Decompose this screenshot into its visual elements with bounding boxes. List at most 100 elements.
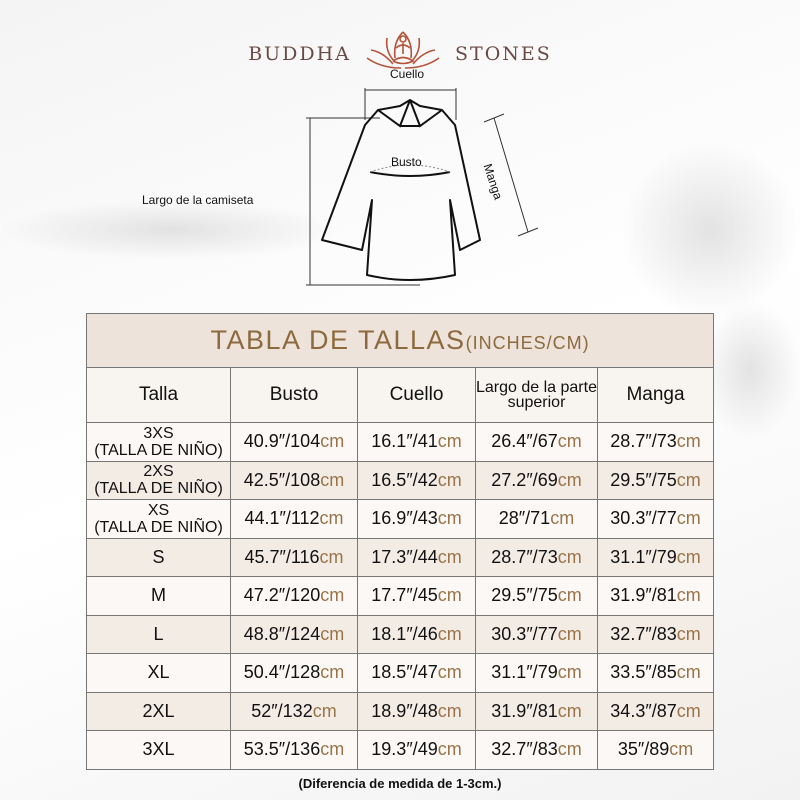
measure-cell: 18.1″/46cm [357,614,476,654]
unit-label: cm [676,431,701,452]
unit-label: cm [437,508,462,529]
unit-label: cm [676,700,701,721]
measure-cell: 18.9″/48cm [357,691,476,731]
measurement-note: (Diferencia de medida de 1-3cm.) [298,776,502,791]
unit-label: cm [320,585,345,606]
unit-label: cm [437,469,462,490]
unit-label: cm [557,469,582,490]
measure-cell: 31.9″/81cm [596,576,715,616]
brand-left: BUDDHA [248,42,351,65]
measure-cell: 17.7″/45cm [357,576,476,616]
shirt-diagram [306,88,539,286]
measure-cell: 40.9″/104cm [230,422,358,462]
measure-cell: 16.9″/43cm [357,499,476,539]
measure-cell: 44.1″/112cm [230,499,358,539]
header-size: Talla [86,367,231,423]
measure-cell: 32.7″/83cm [475,730,598,770]
measure-cell: 18.5″/47cm [357,653,476,693]
measure-cell: 31.9″/81cm [475,691,598,731]
header-top-length: Largo de la parte superior [475,367,598,423]
unit-label: cm [437,585,462,606]
unit-label: cm [557,623,582,644]
measure-cell: 30.3″/77cm [596,499,715,539]
table-row: 3XL 53.5″/136cm 19.3″/49cm 32.7″/83cm 35″/89… [86,730,715,770]
unit-label: cm [319,546,344,567]
table-row: 2XL 52″/132cm 18.9″/48cm 31.9″/81cm 34.3″/87… [86,691,715,731]
measure-cell: 45.7″/116cm [230,537,358,577]
measure-cell: 26.4″/67cm [475,422,598,462]
size-cell: L [86,614,231,654]
unit-label: cm [557,739,582,760]
measure-cell: 47.2″/120cm [230,576,358,616]
unit-label: cm [320,739,345,760]
measure-cell: 28.7″/73cm [596,422,715,462]
unit-label: cm [676,546,701,567]
header-neck: Cuello [357,367,476,423]
header-sleeve: Manga [596,367,715,423]
size-cell: XS (TALLA DE NIÑO) [86,499,231,539]
unit-label: cm [312,700,337,721]
measure-cell: 34.3″/87cm [596,691,715,731]
unit-label: cm [320,431,345,452]
measure-cell: 29.5″/75cm [596,460,715,500]
unit-label: cm [320,469,345,490]
table-row: S 45.7″/116cm 17.3″/44cm 28.7″/73cm 31.1″/79… [86,537,715,577]
measure-cell: 28.7″/73cm [475,537,598,577]
unit-label: cm [437,623,462,644]
unit-label: cm [319,508,344,529]
measure-cell: 31.1″/79cm [596,537,715,577]
unit-label: cm [669,739,694,760]
size-cell: 3XS (TALLA DE NIÑO) [86,422,231,462]
size-cell: S [86,537,231,577]
mountain-decoration [620,140,800,320]
unit-label: cm [437,431,462,452]
measure-cell: 19.3″/49cm [357,730,476,770]
measure-cell: 35″/89cm [596,730,715,770]
unit-label: cm [557,546,582,567]
table-row: XS (TALLA DE NIÑO) 44.1″/112cm 16.9″/43cm 28… [86,499,715,539]
size-note: (TALLA DE NIÑO) [94,441,223,459]
lotus-meditation-icon [359,28,447,79]
brand-logo: BUDDHA STONES [0,28,800,79]
measure-cell: 52″/132cm [230,691,358,731]
measure-cell: 50.4″/128cm [230,653,358,693]
size-note: (TALLA DE NIÑO) [94,480,223,498]
measure-cell: 16.1″/41cm [357,422,476,462]
measure-cell: 42.5″/108cm [230,460,358,500]
size-cell: 2XS (TALLA DE NIÑO) [86,460,231,500]
unit-label: cm [437,546,462,567]
measure-cell: 33.5″/85cm [596,653,715,693]
unit-label: cm [557,662,582,683]
size-cell: M [86,576,231,616]
unit-label: cm [557,431,582,452]
unit-label: cm [676,623,701,644]
unit-label: cm [557,700,582,721]
brand-right: STONES [455,42,552,65]
unit-label: cm [676,585,701,606]
unit-label: cm [437,662,462,683]
unit-label: cm [557,585,582,606]
header-bust: Busto [230,367,358,423]
neck-label: Cuello [390,67,425,81]
measure-cell: 53.5″/136cm [230,730,358,770]
length-label: Largo de la camiseta [142,193,254,207]
unit-label: cm [320,662,345,683]
unit-label: cm [437,700,462,721]
table-row: 3XS (TALLA DE NIÑO) 40.9″/104cm 16.1″/41cm 2… [86,422,715,462]
table-title: TABLA DE TALLAS(INCHES/CM) [85,313,715,368]
table-row: L 48.8″/124cm 18.1″/46cm 30.3″/77cm 32.7″/83… [86,614,715,654]
measure-cell: 31.1″/79cm [475,653,598,693]
unit-label: cm [550,508,575,529]
table-row: XL 50.4″/128cm 18.5″/47cm 31.1″/79cm 33.5″/8… [86,653,715,693]
measure-cell: 32.7″/83cm [596,614,715,654]
unit-label: cm [676,508,701,529]
mist-decoration [0,200,340,260]
bust-label: Busto [391,155,422,169]
unit-label: cm [437,739,462,760]
mountain-decoration [700,300,800,440]
table-row: 2XS (TALLA DE NIÑO) 42.5″/108cm 16.5″/42cm 2… [86,460,715,500]
measure-cell: 48.8″/124cm [230,614,358,654]
unit-label: cm [676,662,701,683]
unit-label: cm [676,469,701,490]
unit-label: cm [320,623,345,644]
